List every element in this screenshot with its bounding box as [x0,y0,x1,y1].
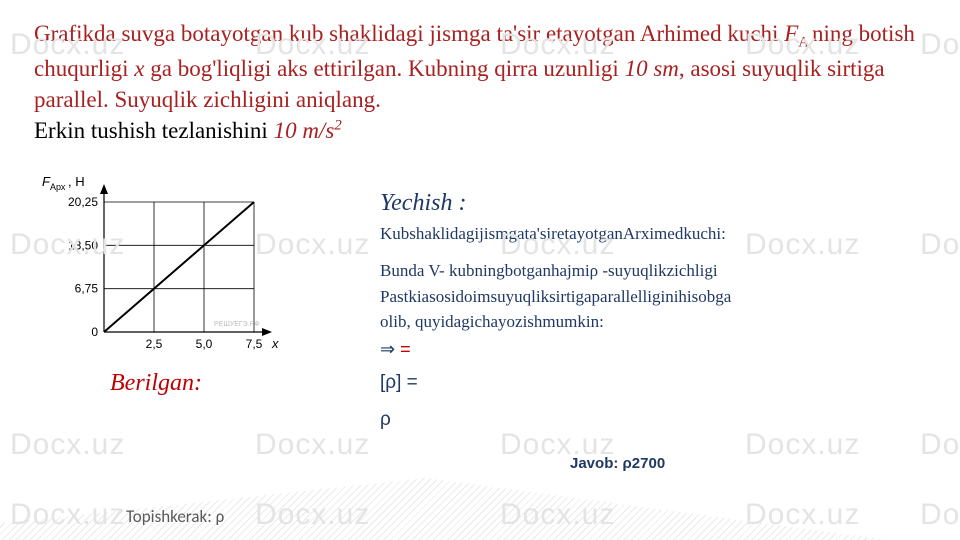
svg-text:x: x [271,336,279,351]
spacer [380,248,900,256]
solution-body: Kubshaklidagijismgata'siretayotganArxime… [380,223,900,432]
arrow-eq: ⇒ = [380,338,900,361]
svg-text:13,50: 13,50 [68,238,98,252]
problem-l2c: ga bog'liqligi aks ettirilgan. Kubning q… [145,56,625,81]
edge-length: 10 sm [625,56,679,81]
watermark: Docx.uz [745,428,860,462]
solution-p2: Bunda V- kubningbotganhajmiρ -suyuqlikzi… [380,260,900,281]
svg-text:, Н: , Н [68,174,85,189]
equals-sign: = [395,339,411,359]
problem-line1: Grafikda suvga botayotgan kub shaklidagi… [34,21,784,46]
find-label: Topishkerak: ρ [126,506,224,527]
fa-symbol: F [784,21,798,46]
svg-text:0: 0 [91,325,98,339]
watermark: Docx.uz [255,428,370,462]
x-symbol: x [134,56,144,81]
answer-label: Javob: ρ2700 [570,455,665,472]
g-sup: 2 [334,117,342,133]
g-value: 10 m/s [274,118,335,143]
watermark: Docx.uz [920,428,960,462]
implies-arrow: ⇒ [380,339,395,359]
svg-text:6,75: 6,75 [75,282,99,296]
watermark: Docx.uz [10,428,125,462]
solution-title: Yechish : [380,190,900,217]
force-depth-chart: FАрх, Н06,7513,5020,252,55,07,5x, смРЕШУ… [32,172,282,362]
svg-text:20,25: 20,25 [68,195,98,209]
problem-statement: Grafikda suvga botayotgan kub shaklidagi… [34,18,934,146]
svg-text:7,5: 7,5 [246,337,263,351]
rho-symbol: ρ [380,408,900,432]
watermark: Docx.uz [920,228,960,262]
fa-sub: A [798,35,812,51]
svg-text:5,0: 5,0 [196,337,213,351]
svg-text:РЕШУЕГЭ.РФ: РЕШУЕГЭ.РФ [214,321,260,328]
given-heading: Berilgan: [110,370,202,397]
rho-units: [ρ] = [380,371,900,395]
svg-text:2,5: 2,5 [146,337,163,351]
solution-p4: olib, quyidagichayozishmumkin: [380,311,900,332]
solution-block: Yechish : Kubshaklidagijismgata'siretayo… [380,190,900,432]
solution-p3: Pastkiasosidoimsuyuqliksirtigaparallelli… [380,286,900,307]
svg-text:Арх: Арх [50,182,66,192]
problem-l4a: Erkin tushish tezlanishini [34,118,274,143]
solution-p1: Kubshaklidagijismgata'siretayotganArxime… [380,223,900,244]
